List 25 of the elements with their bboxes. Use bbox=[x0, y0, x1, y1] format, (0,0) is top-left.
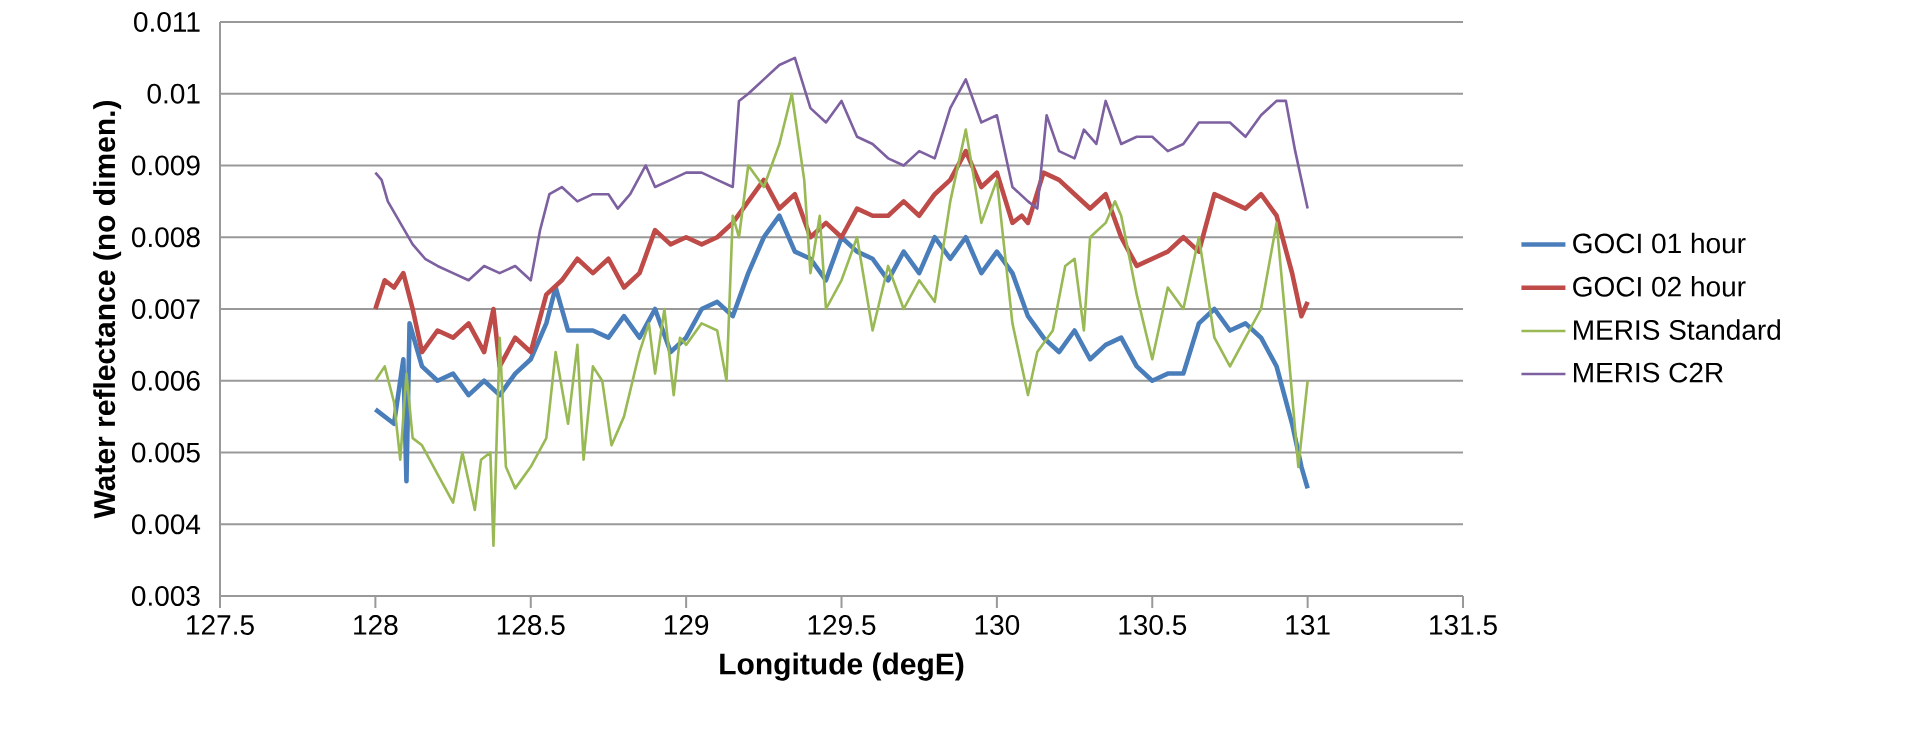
x-tick-label: 131.5 bbox=[1430, 615, 1497, 635]
y-tick-label: 0.01 bbox=[147, 83, 200, 104]
x-tick-label: 129.5 bbox=[808, 615, 876, 635]
x-tick-label: 127.5 bbox=[187, 615, 254, 635]
x-tick-label: 128 bbox=[354, 615, 398, 635]
line-series bbox=[374, 92, 1309, 548]
y-tick-label: 0.011 bbox=[134, 12, 200, 32]
x-tick-label: 130.5 bbox=[1119, 615, 1187, 635]
legend-label: MERIS C2R bbox=[1574, 362, 1723, 383]
legend-label: MERIS Standard bbox=[1574, 319, 1780, 340]
legend-label: GOCI 02 hour bbox=[1573, 276, 1746, 297]
y-tick-label: 0.004 bbox=[131, 514, 201, 535]
y-tick-label: 0.008 bbox=[131, 227, 200, 248]
y-tick-label: 0.007 bbox=[131, 299, 200, 319]
x-tick-label: 130 bbox=[975, 615, 1020, 635]
x-tick-label: 128.5 bbox=[497, 615, 565, 635]
y-tick-label: 0.003 bbox=[131, 586, 200, 606]
y-tick-label: 0.005 bbox=[131, 442, 200, 463]
y-tick-label: 0.009 bbox=[131, 155, 200, 176]
x-tick-label: 131 bbox=[1286, 615, 1330, 635]
y-axis-title: Water reflectance (no dimen.) bbox=[93, 101, 122, 519]
legend-label: GOCI 01 hour bbox=[1573, 232, 1746, 254]
x-axis-title: Longitude (degE) bbox=[720, 652, 964, 681]
x-tick-label: 129 bbox=[664, 615, 709, 635]
y-tick-label: 0.006 bbox=[131, 370, 200, 391]
